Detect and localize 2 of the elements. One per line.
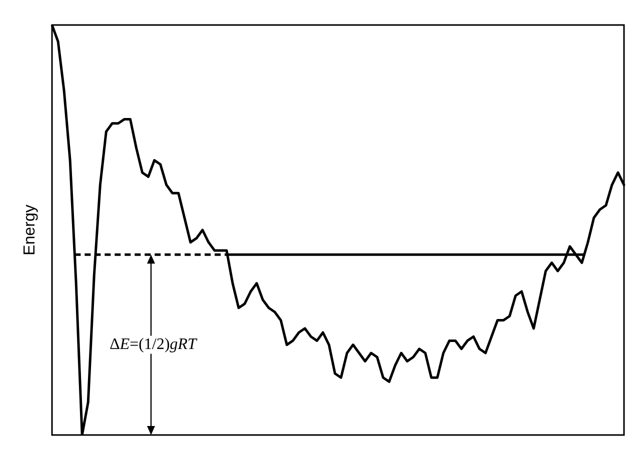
y-axis-title: Energy [21,204,38,256]
text: ΔE=(1/2)gRT [110,336,196,354]
